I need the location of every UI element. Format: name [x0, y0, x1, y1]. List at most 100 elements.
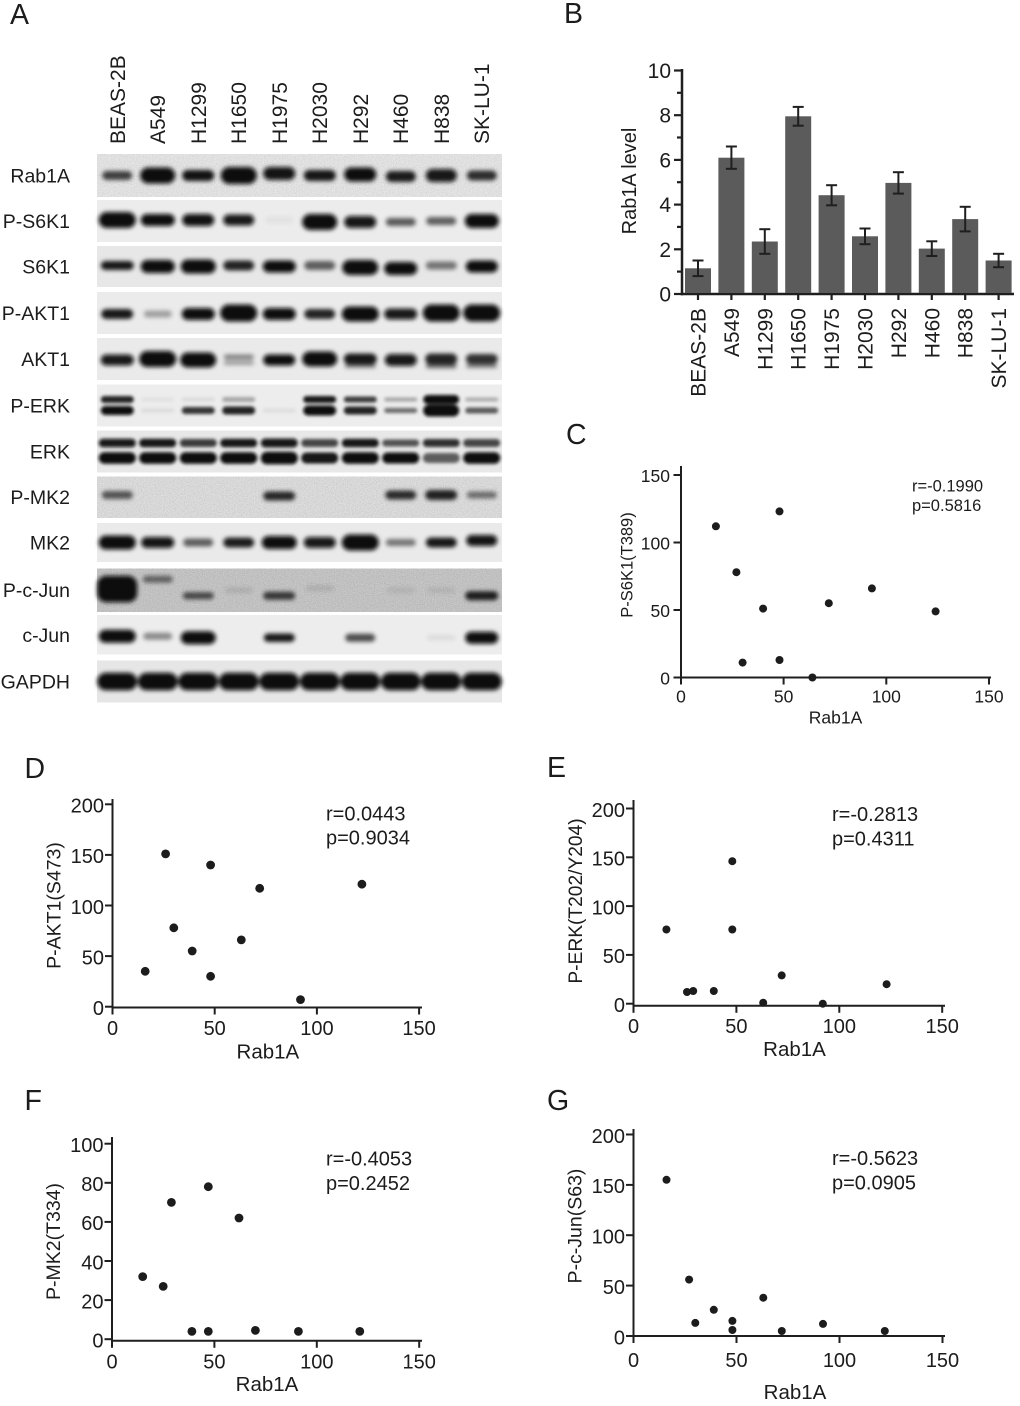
svg-text:H460: H460: [921, 308, 944, 358]
svg-text:8: 8: [659, 105, 671, 128]
svg-text:P-MK2: P-MK2: [10, 487, 70, 509]
svg-text:BEAS-2B: BEAS-2B: [107, 55, 130, 144]
svg-text:H1650: H1650: [228, 82, 251, 144]
svg-text:100: 100: [300, 1352, 333, 1374]
svg-text:150: 150: [403, 1352, 436, 1374]
svg-text:50: 50: [725, 1016, 747, 1038]
svg-text:P-ERK: P-ERK: [10, 396, 70, 418]
svg-text:P-AKT1: P-AKT1: [2, 303, 70, 325]
svg-text:50: 50: [603, 946, 625, 968]
svg-text:100: 100: [641, 533, 670, 553]
svg-text:P-MK2(T334): P-MK2(T334): [43, 1183, 65, 1300]
svg-text:MK2: MK2: [30, 533, 70, 555]
svg-text:S6K1: S6K1: [22, 257, 70, 279]
svg-text:0: 0: [659, 284, 671, 307]
svg-text:r=0.0443: r=0.0443: [326, 803, 406, 825]
svg-text:ERK: ERK: [30, 442, 70, 464]
svg-text:r=-0.5623: r=-0.5623: [832, 1148, 918, 1170]
svg-text:0: 0: [660, 668, 670, 688]
svg-text:10: 10: [648, 60, 671, 83]
svg-text:r=-0.4053: r=-0.4053: [326, 1149, 412, 1171]
svg-text:150: 150: [71, 846, 104, 868]
svg-text:100: 100: [592, 897, 625, 919]
svg-text:100: 100: [592, 1227, 625, 1249]
svg-text:SK-LU-1: SK-LU-1: [471, 63, 494, 144]
svg-text:60: 60: [81, 1213, 103, 1235]
svg-text:p=0.9034: p=0.9034: [326, 827, 410, 849]
svg-text:20: 20: [81, 1291, 103, 1313]
svg-text:100: 100: [300, 1018, 333, 1040]
svg-text:p=0.2452: p=0.2452: [326, 1173, 410, 1195]
svg-text:Rab1A: Rab1A: [764, 1381, 827, 1404]
svg-text:150: 150: [402, 1018, 435, 1040]
svg-text:0: 0: [628, 1016, 639, 1038]
svg-text:P-S6K1(T389): P-S6K1(T389): [619, 512, 637, 617]
svg-text:P-ERK(T202/Y204): P-ERK(T202/Y204): [566, 818, 587, 983]
svg-text:150: 150: [974, 687, 1003, 707]
svg-text:150: 150: [926, 1016, 959, 1038]
svg-text:H292: H292: [350, 94, 373, 144]
svg-text:100: 100: [70, 1135, 103, 1157]
svg-text:SK-LU-1: SK-LU-1: [988, 308, 1011, 389]
svg-text:H1299: H1299: [188, 82, 211, 144]
svg-text:0: 0: [107, 1018, 118, 1040]
svg-text:H1975: H1975: [269, 82, 292, 144]
svg-text:r=-0.2813: r=-0.2813: [832, 804, 918, 826]
svg-text:P-c-Jun(S63): P-c-Jun(S63): [565, 1169, 587, 1284]
svg-text:0: 0: [628, 1350, 639, 1372]
svg-text:BEAS-2B: BEAS-2B: [688, 308, 711, 397]
svg-text:H838: H838: [431, 94, 454, 144]
svg-text:150: 150: [592, 849, 625, 871]
svg-text:Rab1A: Rab1A: [763, 1038, 826, 1061]
svg-text:0: 0: [106, 1352, 117, 1374]
svg-text:Rab1A: Rab1A: [10, 166, 70, 188]
svg-text:150: 150: [592, 1176, 625, 1198]
svg-text:100: 100: [823, 1350, 856, 1372]
svg-text:H292: H292: [888, 308, 911, 358]
svg-text:200: 200: [592, 800, 625, 822]
svg-text:Rab1A: Rab1A: [236, 1373, 299, 1396]
svg-text:0: 0: [614, 1327, 625, 1349]
svg-text:50: 50: [603, 1277, 625, 1299]
svg-text:H838: H838: [955, 308, 978, 358]
svg-text:c-Jun: c-Jun: [22, 625, 70, 647]
svg-text:0: 0: [92, 1331, 103, 1353]
svg-text:50: 50: [651, 601, 671, 621]
svg-text:50: 50: [204, 1018, 226, 1040]
svg-text:0: 0: [93, 998, 104, 1020]
svg-text:2: 2: [659, 239, 671, 262]
svg-text:D: D: [25, 753, 46, 785]
svg-text:40: 40: [81, 1252, 103, 1274]
svg-text:F: F: [25, 1085, 42, 1117]
svg-text:100: 100: [71, 897, 104, 919]
svg-text:Rab1A: Rab1A: [237, 1041, 300, 1064]
svg-text:H1299: H1299: [754, 308, 777, 370]
svg-text:H2030: H2030: [855, 308, 878, 370]
svg-text:GAPDH: GAPDH: [1, 672, 70, 694]
svg-text:Rab1A: Rab1A: [809, 708, 863, 728]
svg-text:r=-0.1990: r=-0.1990: [912, 477, 983, 495]
svg-text:A549: A549: [147, 95, 170, 144]
svg-text:H2030: H2030: [309, 82, 332, 144]
svg-text:200: 200: [71, 796, 104, 818]
svg-text:150: 150: [926, 1350, 959, 1372]
svg-text:0: 0: [676, 687, 686, 707]
svg-text:p=0.5816: p=0.5816: [912, 497, 981, 515]
svg-text:50: 50: [774, 687, 794, 707]
svg-text:50: 50: [82, 947, 104, 969]
svg-text:A549: A549: [721, 308, 744, 357]
svg-text:200: 200: [592, 1126, 625, 1148]
svg-text:80: 80: [81, 1174, 103, 1196]
svg-text:4: 4: [659, 194, 671, 217]
svg-text:P-AKT1(S473): P-AKT1(S473): [44, 842, 66, 969]
svg-text:H460: H460: [390, 94, 413, 144]
svg-text:50: 50: [725, 1350, 747, 1372]
svg-text:100: 100: [823, 1016, 856, 1038]
svg-text:AKT1: AKT1: [21, 349, 70, 371]
svg-text:50: 50: [203, 1352, 225, 1374]
svg-text:H1975: H1975: [821, 308, 844, 370]
svg-text:0: 0: [614, 995, 625, 1017]
svg-text:100: 100: [872, 687, 901, 707]
svg-text:B: B: [564, 0, 583, 30]
svg-text:p=0.0905: p=0.0905: [832, 1172, 916, 1194]
